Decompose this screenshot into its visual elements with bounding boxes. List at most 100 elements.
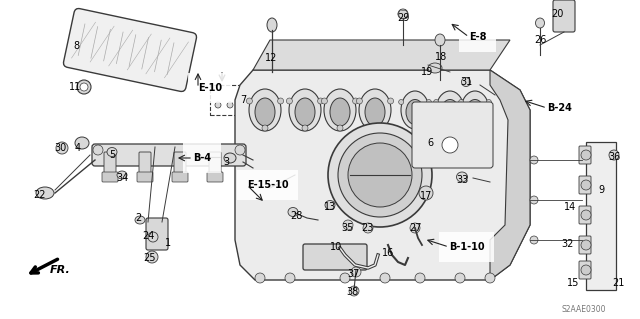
Circle shape bbox=[356, 98, 362, 104]
Ellipse shape bbox=[255, 98, 275, 126]
Text: 15: 15 bbox=[567, 278, 579, 288]
Circle shape bbox=[581, 150, 591, 160]
Circle shape bbox=[321, 98, 328, 104]
Text: 34: 34 bbox=[116, 173, 128, 183]
Ellipse shape bbox=[461, 91, 489, 129]
Ellipse shape bbox=[359, 89, 391, 131]
Circle shape bbox=[93, 145, 103, 155]
FancyBboxPatch shape bbox=[586, 142, 616, 290]
FancyArrowPatch shape bbox=[129, 35, 136, 66]
FancyBboxPatch shape bbox=[303, 244, 367, 270]
FancyBboxPatch shape bbox=[209, 152, 221, 176]
Text: 23: 23 bbox=[361, 223, 373, 233]
Text: 24: 24 bbox=[142, 231, 154, 241]
FancyBboxPatch shape bbox=[104, 152, 116, 176]
Circle shape bbox=[399, 100, 404, 105]
Circle shape bbox=[343, 220, 353, 230]
Ellipse shape bbox=[75, 137, 89, 149]
Ellipse shape bbox=[117, 171, 127, 179]
Ellipse shape bbox=[324, 89, 356, 131]
Circle shape bbox=[410, 223, 420, 233]
Circle shape bbox=[215, 102, 221, 108]
Circle shape bbox=[415, 273, 425, 283]
Ellipse shape bbox=[406, 100, 424, 124]
Circle shape bbox=[349, 286, 359, 296]
Polygon shape bbox=[490, 70, 530, 280]
Circle shape bbox=[380, 273, 390, 283]
Text: 12: 12 bbox=[265, 53, 277, 63]
Text: 1: 1 bbox=[165, 238, 171, 248]
Ellipse shape bbox=[398, 9, 408, 19]
FancyBboxPatch shape bbox=[102, 172, 118, 182]
Ellipse shape bbox=[224, 153, 236, 163]
Text: E-10: E-10 bbox=[198, 83, 222, 93]
Ellipse shape bbox=[365, 98, 385, 126]
Circle shape bbox=[581, 210, 591, 220]
Circle shape bbox=[348, 143, 412, 207]
FancyArrowPatch shape bbox=[142, 37, 148, 69]
Text: B-24: B-24 bbox=[547, 103, 572, 113]
Text: 36: 36 bbox=[608, 152, 620, 162]
FancyBboxPatch shape bbox=[579, 261, 591, 279]
Text: 4: 4 bbox=[75, 143, 81, 153]
Text: E-8: E-8 bbox=[469, 32, 486, 42]
Text: 11: 11 bbox=[69, 82, 81, 92]
Circle shape bbox=[351, 267, 361, 277]
Circle shape bbox=[239, 102, 245, 108]
Circle shape bbox=[434, 100, 438, 105]
Circle shape bbox=[278, 98, 284, 104]
Circle shape bbox=[80, 83, 88, 91]
FancyBboxPatch shape bbox=[579, 176, 591, 194]
Polygon shape bbox=[253, 40, 510, 70]
FancyArrowPatch shape bbox=[104, 29, 110, 61]
Text: E-15-10: E-15-10 bbox=[247, 180, 289, 190]
Circle shape bbox=[472, 123, 477, 129]
FancyBboxPatch shape bbox=[579, 206, 591, 224]
Circle shape bbox=[419, 186, 433, 200]
Circle shape bbox=[338, 133, 422, 217]
Text: 10: 10 bbox=[330, 242, 342, 252]
FancyArrowPatch shape bbox=[78, 24, 85, 56]
Text: 32: 32 bbox=[562, 239, 574, 249]
Circle shape bbox=[337, 125, 343, 131]
Text: 6: 6 bbox=[427, 138, 433, 148]
Text: 28: 28 bbox=[290, 211, 302, 221]
Text: 38: 38 bbox=[346, 287, 358, 297]
FancyBboxPatch shape bbox=[174, 152, 186, 176]
Text: 26: 26 bbox=[534, 35, 546, 45]
Circle shape bbox=[340, 273, 350, 283]
Circle shape bbox=[426, 100, 431, 105]
FancyArrowPatch shape bbox=[154, 40, 161, 72]
Text: 20: 20 bbox=[551, 9, 563, 19]
Text: 3: 3 bbox=[223, 157, 229, 167]
Circle shape bbox=[77, 80, 91, 94]
FancyBboxPatch shape bbox=[579, 236, 591, 254]
Ellipse shape bbox=[536, 18, 545, 28]
Text: 25: 25 bbox=[144, 253, 156, 263]
Circle shape bbox=[148, 232, 158, 242]
Text: 9: 9 bbox=[598, 185, 604, 195]
FancyBboxPatch shape bbox=[172, 172, 188, 182]
Ellipse shape bbox=[330, 98, 350, 126]
Circle shape bbox=[447, 123, 452, 129]
Circle shape bbox=[302, 125, 308, 131]
Text: 16: 16 bbox=[382, 248, 394, 258]
Circle shape bbox=[486, 100, 492, 105]
Text: 35: 35 bbox=[342, 223, 354, 233]
Text: 14: 14 bbox=[564, 202, 576, 212]
Circle shape bbox=[146, 251, 158, 263]
Ellipse shape bbox=[295, 98, 315, 126]
Text: 31: 31 bbox=[460, 77, 472, 87]
Circle shape bbox=[328, 123, 432, 227]
Text: 5: 5 bbox=[109, 150, 115, 160]
Circle shape bbox=[56, 142, 68, 154]
Circle shape bbox=[530, 156, 538, 164]
Circle shape bbox=[246, 98, 252, 104]
Circle shape bbox=[353, 98, 358, 104]
FancyBboxPatch shape bbox=[146, 218, 168, 250]
Circle shape bbox=[455, 273, 465, 283]
Circle shape bbox=[530, 236, 538, 244]
Ellipse shape bbox=[436, 91, 464, 129]
Ellipse shape bbox=[435, 34, 445, 46]
Ellipse shape bbox=[461, 78, 470, 86]
